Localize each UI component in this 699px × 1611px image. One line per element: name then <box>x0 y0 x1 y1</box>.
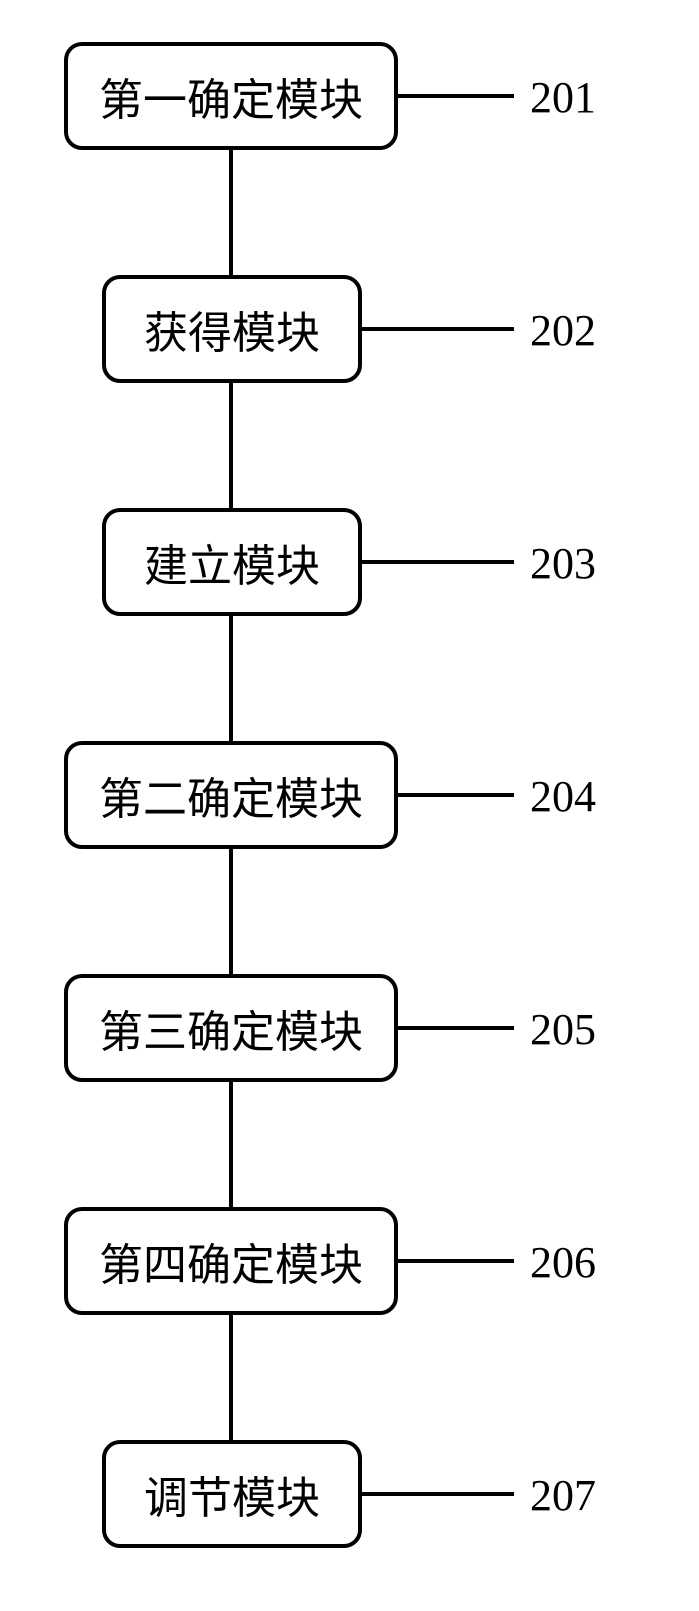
label-connector <box>398 1259 514 1263</box>
vertical-connector <box>229 849 233 974</box>
flowchart-diagram: 第一确定模块 201 获得模块 202 建立模块 203 第二确定模块 204 第三确定模块 20… <box>0 0 699 1611</box>
node-text: 第三确定模块 <box>99 996 363 1060</box>
node-label: 205 <box>530 1004 596 1055</box>
flowchart-node: 第三确定模块 <box>64 974 398 1082</box>
node-text: 第一确定模块 <box>99 64 363 128</box>
vertical-connector <box>229 616 233 741</box>
label-connector <box>398 94 514 98</box>
node-text: 获得模块 <box>144 297 320 361</box>
node-text: 第二确定模块 <box>99 763 363 827</box>
vertical-connector <box>229 150 233 275</box>
vertical-connector <box>229 383 233 508</box>
node-text: 调节模块 <box>144 1462 320 1526</box>
flowchart-node: 第二确定模块 <box>64 741 398 849</box>
flowchart-node: 第一确定模块 <box>64 42 398 150</box>
flowchart-node: 调节模块 <box>102 1440 362 1548</box>
vertical-connector <box>229 1082 233 1207</box>
node-label: 204 <box>530 771 596 822</box>
node-label: 207 <box>530 1470 596 1521</box>
label-connector <box>362 327 514 331</box>
node-label: 201 <box>530 72 596 123</box>
node-text: 建立模块 <box>144 530 320 594</box>
node-label: 202 <box>530 305 596 356</box>
flowchart-node: 建立模块 <box>102 508 362 616</box>
vertical-connector <box>229 1315 233 1440</box>
label-connector <box>362 1492 514 1496</box>
label-connector <box>362 560 514 564</box>
node-label: 203 <box>530 538 596 589</box>
node-text: 第四确定模块 <box>99 1229 363 1293</box>
label-connector <box>398 1026 514 1030</box>
label-connector <box>398 793 514 797</box>
flowchart-node: 获得模块 <box>102 275 362 383</box>
flowchart-node: 第四确定模块 <box>64 1207 398 1315</box>
node-label: 206 <box>530 1237 596 1288</box>
